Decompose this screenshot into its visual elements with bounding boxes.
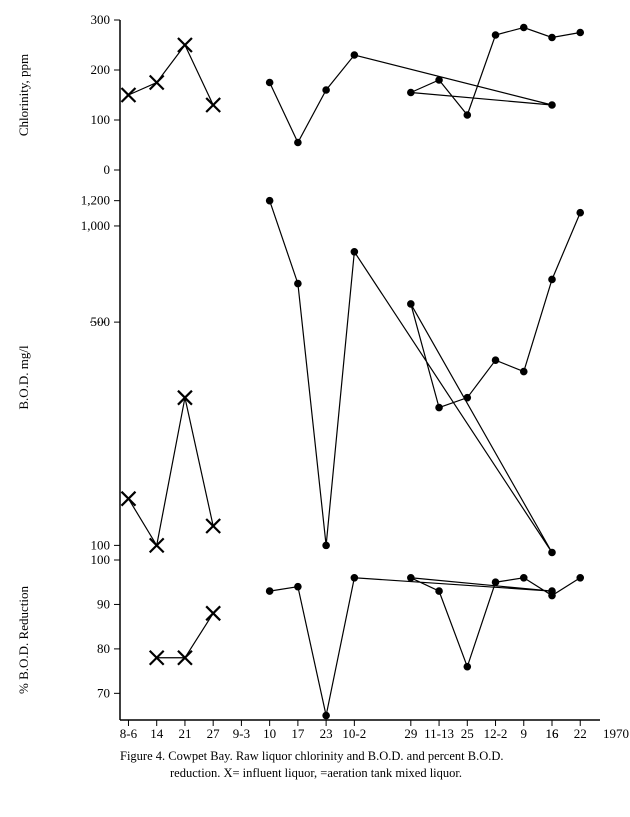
reduction-ylabel: % B.O.D. Reduction — [16, 586, 31, 694]
svg-text:100: 100 — [91, 537, 111, 552]
reduction_mixed-line — [270, 578, 581, 716]
chlorinity_mixed-marker — [323, 87, 330, 94]
chlorinity_mixed-marker — [549, 102, 556, 109]
svg-text:14: 14 — [150, 726, 164, 741]
svg-text:100: 100 — [91, 552, 111, 567]
svg-text:1,000: 1,000 — [81, 218, 110, 233]
chlorinity_mixed-marker — [464, 112, 471, 119]
bod_mixed-marker — [549, 276, 556, 283]
bod_mixed-marker — [408, 301, 415, 308]
svg-text:80: 80 — [97, 641, 110, 656]
svg-text:27: 27 — [207, 726, 221, 741]
chart-svg: 8-61421279-310172310-2162911-132512-2916… — [0, 0, 630, 817]
reduction_influent-line — [157, 613, 213, 657]
bod_mixed-marker — [266, 197, 273, 204]
reduction_mixed-marker — [266, 588, 273, 595]
bod_mixed-marker — [549, 549, 556, 556]
svg-text:25: 25 — [461, 726, 474, 741]
svg-text:16: 16 — [546, 726, 560, 741]
svg-text:70: 70 — [97, 685, 110, 700]
reduction_mixed-marker — [436, 588, 443, 595]
chlorinity_influent-marker — [121, 88, 135, 102]
chlorinity_mixed-marker — [295, 139, 302, 146]
reduction_influent-marker — [206, 606, 220, 620]
svg-text:1970: 1970 — [603, 726, 629, 741]
bod_mixed-marker — [436, 404, 443, 411]
chlorinity_mixed-line — [270, 28, 581, 143]
svg-text:1,200: 1,200 — [81, 193, 110, 208]
chlorinity-ylabel: Chlorinity, ppm — [16, 54, 31, 136]
chlorinity_influent-marker — [206, 98, 220, 112]
chlorinity_influent-line — [128, 45, 213, 105]
reduction_mixed-marker — [351, 574, 358, 581]
svg-text:23: 23 — [320, 726, 333, 741]
bod_influent-marker — [121, 492, 135, 506]
bod_mixed-marker — [464, 394, 471, 401]
chlorinity_mixed-marker — [577, 29, 584, 36]
reduction_mixed-marker — [408, 574, 415, 581]
svg-text:100: 100 — [91, 112, 111, 127]
svg-text:22: 22 — [574, 726, 587, 741]
reduction_mixed-marker — [295, 583, 302, 590]
chlorinity_mixed-marker — [408, 89, 415, 96]
bod_influent-marker — [206, 519, 220, 533]
bod_mixed-marker — [492, 357, 499, 364]
chart-container: 8-61421279-310172310-2162911-132512-2916… — [0, 0, 630, 817]
svg-text:9: 9 — [521, 726, 528, 741]
svg-text:200: 200 — [91, 62, 111, 77]
bod_influent-marker — [150, 538, 164, 552]
svg-text:90: 90 — [97, 596, 110, 611]
bod_influent-marker — [178, 391, 192, 405]
bod_mixed-marker — [323, 542, 330, 549]
reduction_mixed-marker — [549, 592, 556, 599]
chlorinity_mixed-marker — [436, 77, 443, 84]
svg-text:0: 0 — [104, 162, 111, 177]
bod_mixed-marker — [351, 249, 358, 256]
reduction_mixed-marker — [520, 574, 527, 581]
chlorinity_mixed-marker — [549, 34, 556, 41]
bod_mixed-marker — [577, 209, 584, 216]
bod_mixed-marker — [295, 280, 302, 287]
chlorinity_mixed-marker — [520, 24, 527, 31]
svg-text:9-3: 9-3 — [233, 726, 250, 741]
reduction_mixed-marker — [464, 663, 471, 670]
svg-text:300: 300 — [91, 12, 111, 27]
reduction_mixed-marker — [323, 712, 330, 719]
chlorinity_mixed-marker — [492, 32, 499, 39]
svg-text:17: 17 — [291, 726, 305, 741]
svg-text:11-13: 11-13 — [424, 726, 454, 741]
svg-text:10: 10 — [263, 726, 276, 741]
chlorinity_influent-marker — [150, 76, 164, 90]
bod_mixed-marker — [520, 368, 527, 375]
figure-caption-line2: reduction. X= influent liquor, =aeration… — [170, 766, 462, 780]
svg-text:500: 500 — [91, 314, 111, 329]
svg-text:21: 21 — [178, 726, 191, 741]
bod_mixed-line — [270, 201, 581, 553]
svg-text:29: 29 — [404, 726, 417, 741]
chlorinity_mixed-marker — [351, 52, 358, 59]
chlorinity_mixed-marker — [266, 79, 273, 86]
bod-ylabel: B.O.D. mg/l — [16, 345, 31, 410]
reduction_mixed-marker — [492, 579, 499, 586]
chlorinity_influent-marker — [178, 38, 192, 52]
figure-caption-line1: Figure 4. Cowpet Bay. Raw liquor chlorin… — [120, 749, 504, 763]
svg-text:12-2: 12-2 — [484, 726, 508, 741]
svg-text:8-6: 8-6 — [120, 726, 138, 741]
svg-text:10-2: 10-2 — [342, 726, 366, 741]
reduction_mixed-marker — [577, 574, 584, 581]
bod_influent-line — [128, 398, 213, 546]
